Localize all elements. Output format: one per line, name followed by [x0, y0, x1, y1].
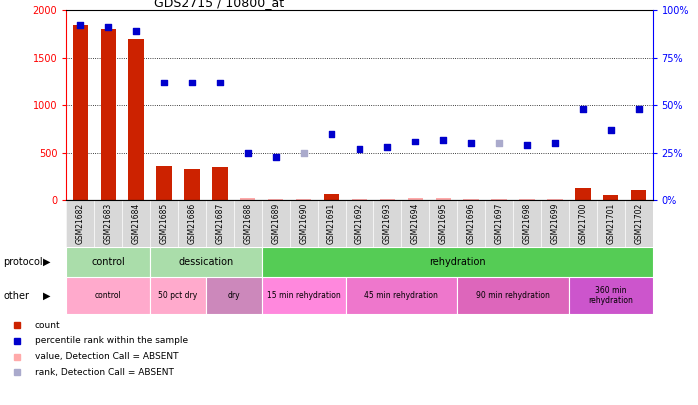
Bar	[240, 198, 255, 200]
Bar	[268, 198, 283, 200]
Bar	[262, 277, 346, 314]
Text: 15 min rehydration: 15 min rehydration	[267, 291, 341, 300]
Point	[466, 140, 477, 147]
Text: GSM21685: GSM21685	[160, 203, 168, 244]
Bar	[457, 277, 569, 314]
Point	[577, 106, 588, 112]
Point	[270, 153, 281, 160]
Point	[549, 140, 560, 147]
Point	[298, 150, 309, 156]
Bar	[547, 198, 563, 200]
Bar	[73, 26, 88, 200]
Text: control: control	[91, 257, 125, 267]
Point	[158, 79, 170, 86]
Text: value, Detection Call = ABSENT: value, Detection Call = ABSENT	[35, 352, 178, 361]
Text: GDS2715 / 10800_at: GDS2715 / 10800_at	[154, 0, 284, 9]
Point	[633, 106, 644, 112]
Point	[521, 142, 533, 149]
Text: other: other	[3, 291, 29, 301]
Point	[242, 150, 253, 156]
Bar	[150, 277, 206, 314]
Point	[493, 140, 505, 147]
Bar	[262, 247, 653, 277]
Text: GSM21692: GSM21692	[355, 203, 364, 244]
Text: count: count	[35, 321, 60, 330]
Text: GSM21683: GSM21683	[104, 203, 112, 244]
Text: GSM21691: GSM21691	[327, 203, 336, 244]
Text: GSM21689: GSM21689	[272, 203, 280, 244]
Text: GSM21695: GSM21695	[439, 203, 447, 244]
Text: GSM21702: GSM21702	[634, 203, 643, 244]
Text: GSM21694: GSM21694	[411, 203, 419, 244]
Point	[131, 28, 142, 34]
Text: dry: dry	[228, 291, 240, 300]
Bar	[66, 277, 150, 314]
Bar	[631, 190, 646, 200]
Point	[410, 138, 421, 145]
Text: GSM21687: GSM21687	[216, 203, 224, 244]
Bar	[519, 198, 535, 200]
Text: GSM21682: GSM21682	[76, 203, 84, 244]
Point	[382, 144, 393, 150]
Point	[438, 136, 449, 143]
Text: rehydration: rehydration	[429, 257, 486, 267]
Bar	[212, 167, 228, 200]
Bar	[150, 247, 262, 277]
Text: GSM21701: GSM21701	[607, 203, 615, 244]
Bar	[575, 188, 591, 200]
Text: rank, Detection Call = ABSENT: rank, Detection Call = ABSENT	[35, 368, 174, 377]
Text: ▶: ▶	[43, 291, 51, 301]
Bar	[603, 195, 618, 200]
Text: 50 pct dry: 50 pct dry	[158, 291, 198, 300]
Point	[103, 24, 114, 30]
Text: dessication: dessication	[178, 257, 234, 267]
Bar	[206, 277, 262, 314]
Bar	[66, 247, 150, 277]
Bar	[408, 198, 423, 200]
Bar	[436, 198, 451, 200]
Bar	[184, 169, 200, 200]
Text: ▶: ▶	[43, 257, 51, 267]
Text: percentile rank within the sample: percentile rank within the sample	[35, 337, 188, 345]
Point	[605, 127, 616, 133]
Text: GSM21700: GSM21700	[579, 203, 587, 244]
Bar	[128, 39, 144, 200]
Text: control: control	[95, 291, 121, 300]
Bar	[569, 277, 653, 314]
Point	[214, 79, 225, 86]
Text: GSM21690: GSM21690	[299, 203, 308, 244]
Bar	[296, 198, 311, 200]
Bar	[101, 29, 116, 200]
Bar	[156, 166, 172, 200]
Text: 90 min rehydration: 90 min rehydration	[476, 291, 550, 300]
Point	[186, 79, 198, 86]
Point	[354, 146, 365, 152]
Text: GSM21696: GSM21696	[467, 203, 475, 244]
Point	[326, 131, 337, 137]
Text: 45 min rehydration: 45 min rehydration	[364, 291, 438, 300]
Text: GSM21684: GSM21684	[132, 203, 140, 244]
Bar	[491, 198, 507, 200]
Bar	[352, 198, 367, 200]
Text: GSM21697: GSM21697	[495, 203, 503, 244]
Text: GSM21699: GSM21699	[551, 203, 559, 244]
Point	[75, 22, 86, 29]
Text: GSM21686: GSM21686	[188, 203, 196, 244]
Bar	[463, 198, 479, 200]
Bar	[380, 198, 395, 200]
Text: GSM21693: GSM21693	[383, 203, 392, 244]
Text: 360 min
rehydration: 360 min rehydration	[588, 286, 633, 305]
Text: GSM21688: GSM21688	[244, 203, 252, 244]
Text: GSM21698: GSM21698	[523, 203, 531, 244]
Text: protocol: protocol	[3, 257, 43, 267]
Bar	[324, 194, 339, 200]
Bar	[346, 277, 457, 314]
